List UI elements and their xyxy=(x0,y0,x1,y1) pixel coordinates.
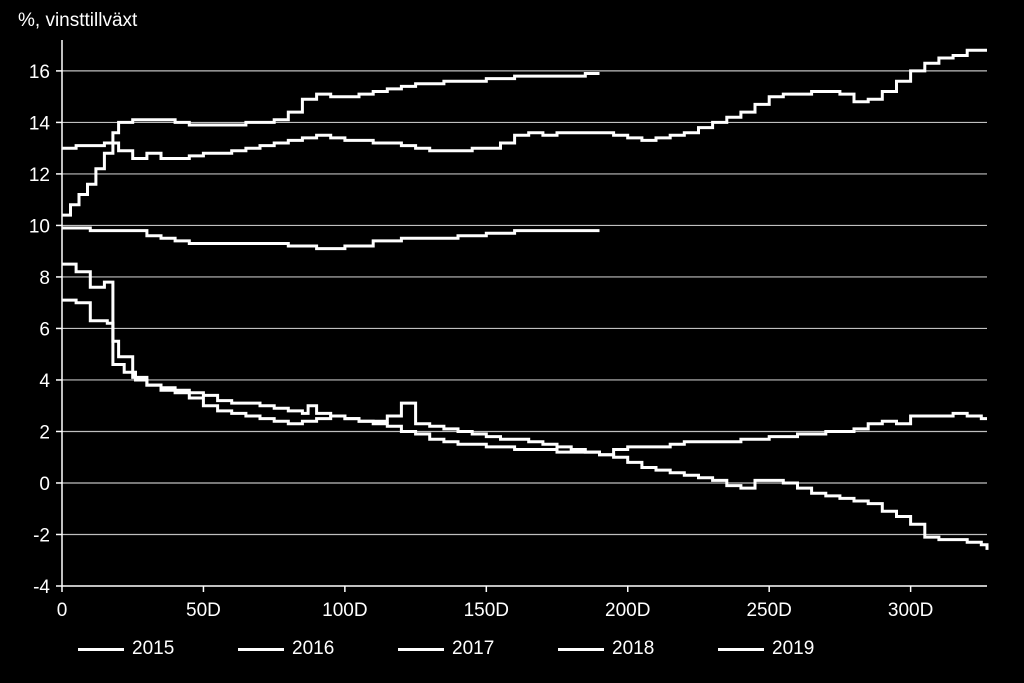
series-line-2017 xyxy=(62,226,600,251)
legend-item-2018: 2018 xyxy=(558,636,654,662)
legend-item-2017: 2017 xyxy=(398,636,494,662)
y-tick-label: -4 xyxy=(33,577,50,598)
y-tick-label: 10 xyxy=(29,216,50,237)
x-tick-label: 150D xyxy=(464,600,509,621)
y-tick-label: 0 xyxy=(39,474,50,495)
y-tick-label: 4 xyxy=(39,371,50,392)
x-tick-label: 250D xyxy=(746,600,791,621)
legend-swatch xyxy=(78,647,124,651)
axes: -4 -2 0 2 4 6 8 10 12 14 16 0 50D 100D 150D 200D 250D 300… xyxy=(29,40,987,621)
legend-item-2016: 2016 xyxy=(238,636,334,662)
legend-swatch xyxy=(238,647,284,651)
y-tick-label: 14 xyxy=(29,113,51,134)
y-tick-label: 6 xyxy=(39,319,50,340)
legend-item-2015: 2015 xyxy=(78,636,174,662)
legend-label: 2018 xyxy=(612,638,655,659)
series-line-2019 xyxy=(62,72,600,217)
legend-label: 2017 xyxy=(452,638,495,659)
legend-swatch xyxy=(718,647,764,651)
legend-swatch xyxy=(558,647,604,651)
y-tick-label: 16 xyxy=(29,62,50,83)
x-tick-label: 100D xyxy=(322,600,367,621)
legend: 2015 2016 2017 2018 2019 xyxy=(0,636,1024,662)
y-tick-label: 2 xyxy=(39,422,50,443)
x-tick-label: 200D xyxy=(605,600,650,621)
legend-label: 2015 xyxy=(132,638,175,659)
y-tick-label: 8 xyxy=(39,268,50,289)
series-lines xyxy=(62,48,989,550)
series-line-2016 xyxy=(62,298,987,457)
legend-label: 2016 xyxy=(292,638,335,659)
y-tick-label: 12 xyxy=(29,165,50,186)
legend-label: 2019 xyxy=(772,638,815,659)
y-tick-label: -2 xyxy=(33,525,50,546)
series-line-2018 xyxy=(62,48,987,160)
legend-item-2019: 2019 xyxy=(718,636,814,662)
x-tick-label: 50D xyxy=(186,600,221,621)
y-axis-label: %, vinsttillväxt xyxy=(18,10,138,31)
gridlines xyxy=(62,70,987,536)
x-tick-label: 0 xyxy=(57,600,68,621)
series-line-2015 xyxy=(62,262,989,550)
x-tick-label: 300D xyxy=(888,600,933,621)
legend-swatch xyxy=(398,647,444,651)
